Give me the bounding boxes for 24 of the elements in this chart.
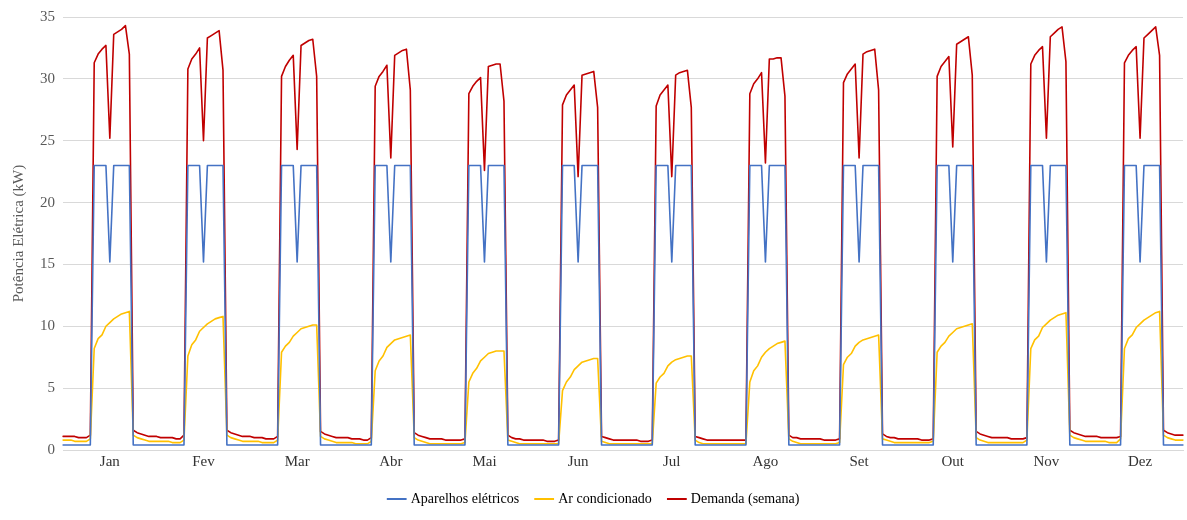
x-tick-label: Ago (752, 452, 779, 469)
x-tick-label: Mai (472, 452, 497, 469)
x-tick-label: Mar (284, 452, 310, 469)
legend-label: Demanda (semana) (690, 490, 800, 507)
y-tick-label: 20 (40, 193, 55, 210)
y-axis-title: Potência Elétrica (kW) (9, 164, 27, 303)
y-tick-label: 35 (40, 7, 55, 24)
x-tick-label: Abr (379, 452, 403, 469)
x-tick-label: Set (849, 452, 870, 469)
x-tick-label: Jan (99, 452, 121, 469)
x-tick-label: Nov (1033, 452, 1060, 469)
y-tick-label: 25 (40, 131, 55, 148)
y-tick-label: 10 (40, 317, 55, 334)
y-tick-label: 15 (40, 255, 55, 272)
y-tick-label: 30 (40, 69, 55, 86)
y-tick-label: 5 (47, 379, 55, 396)
legend-label: Aparelhos elétricos (410, 490, 520, 506)
legend-label: Ar condicionado (558, 490, 652, 506)
y-tick-label: 0 (47, 440, 55, 457)
x-tick-label: Dez (1127, 452, 1153, 469)
x-tick-label: Out (941, 452, 965, 469)
x-tick-label: Jul (663, 452, 681, 469)
x-tick-label: Jun (567, 452, 590, 469)
x-tick-label: Fev (192, 452, 216, 469)
